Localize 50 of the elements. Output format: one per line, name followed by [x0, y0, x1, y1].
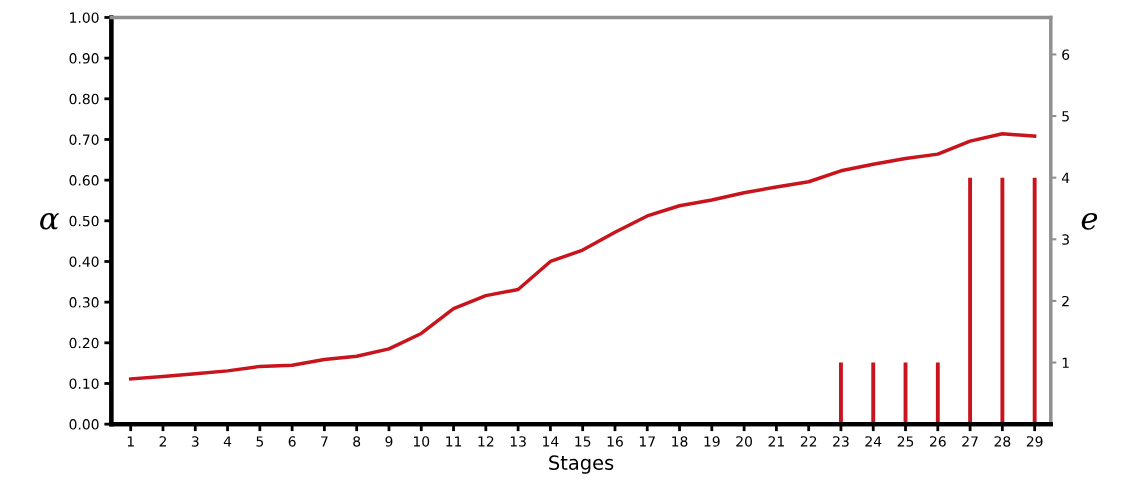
- x-tick-label: 28: [994, 436, 1011, 447]
- y-tick-label: 0.20: [69, 337, 99, 349]
- x-tick-label: 3: [191, 436, 199, 447]
- y-tick-label: 0.10: [69, 378, 99, 389]
- y-tick-label: 0.90: [69, 53, 99, 64]
- y2-tick-label: 1: [1062, 357, 1069, 368]
- y-axis-title: α: [40, 212, 59, 230]
- x-tick-label: 25: [897, 436, 914, 447]
- x-tick-label: 13: [510, 436, 526, 447]
- x-tick-label: 18: [672, 436, 688, 447]
- x-tick-label: 19: [704, 436, 720, 447]
- y2-tick-label: 3: [1062, 234, 1069, 245]
- y2-axis-title: e: [1081, 212, 1098, 230]
- x-tick-label: 20: [736, 436, 753, 447]
- x-tick-label: 2: [159, 436, 167, 447]
- x-tick-label: 9: [385, 436, 393, 447]
- x-tick-label: 26: [929, 436, 946, 447]
- x-tick-label: 1: [127, 436, 134, 447]
- y-tick-label: 0.60: [69, 175, 99, 186]
- y-tick-label: 0.70: [69, 134, 99, 145]
- y2-tick-label: 2: [1062, 295, 1069, 307]
- x-tick-label: 12: [478, 436, 494, 447]
- y-tick-label: 0.00: [69, 419, 99, 430]
- y-tick-label: 0.30: [69, 297, 99, 308]
- x-tick-label: 14: [543, 436, 559, 447]
- y2-tick-label: 4: [1061, 172, 1070, 183]
- x-tick-label: 10: [413, 436, 430, 447]
- x-tick-label: 5: [256, 436, 264, 447]
- x-tick-label: 24: [865, 436, 882, 447]
- x-tick-label: 8: [353, 436, 361, 447]
- y-tick-label: 0.40: [69, 256, 99, 267]
- y2-tick-label: 5: [1062, 111, 1069, 122]
- y-tick-label: 0.80: [69, 93, 99, 105]
- x-tick-label: 27: [962, 436, 978, 447]
- x-tick-label: 4: [223, 436, 232, 447]
- x-axis-title: Stages: [549, 455, 614, 474]
- x-tick-label: 17: [639, 436, 655, 447]
- x-tick-label: 23: [833, 436, 849, 447]
- x-tick-label: 6: [288, 436, 296, 447]
- x-tick-label: 21: [768, 436, 784, 447]
- y-tick-label: 0.50: [69, 215, 99, 227]
- x-tick-label: 7: [321, 436, 328, 447]
- line-series: [128, 132, 1037, 381]
- x-tick-label: 29: [1026, 436, 1043, 447]
- x-tick-label: 22: [800, 436, 817, 447]
- x-tick-label: 16: [607, 436, 623, 447]
- y-tick-label: 1.00: [70, 12, 99, 23]
- y2-tick-label: 6: [1062, 49, 1070, 60]
- x-tick-label: 15: [575, 436, 591, 447]
- x-tick-label: 11: [446, 436, 462, 447]
